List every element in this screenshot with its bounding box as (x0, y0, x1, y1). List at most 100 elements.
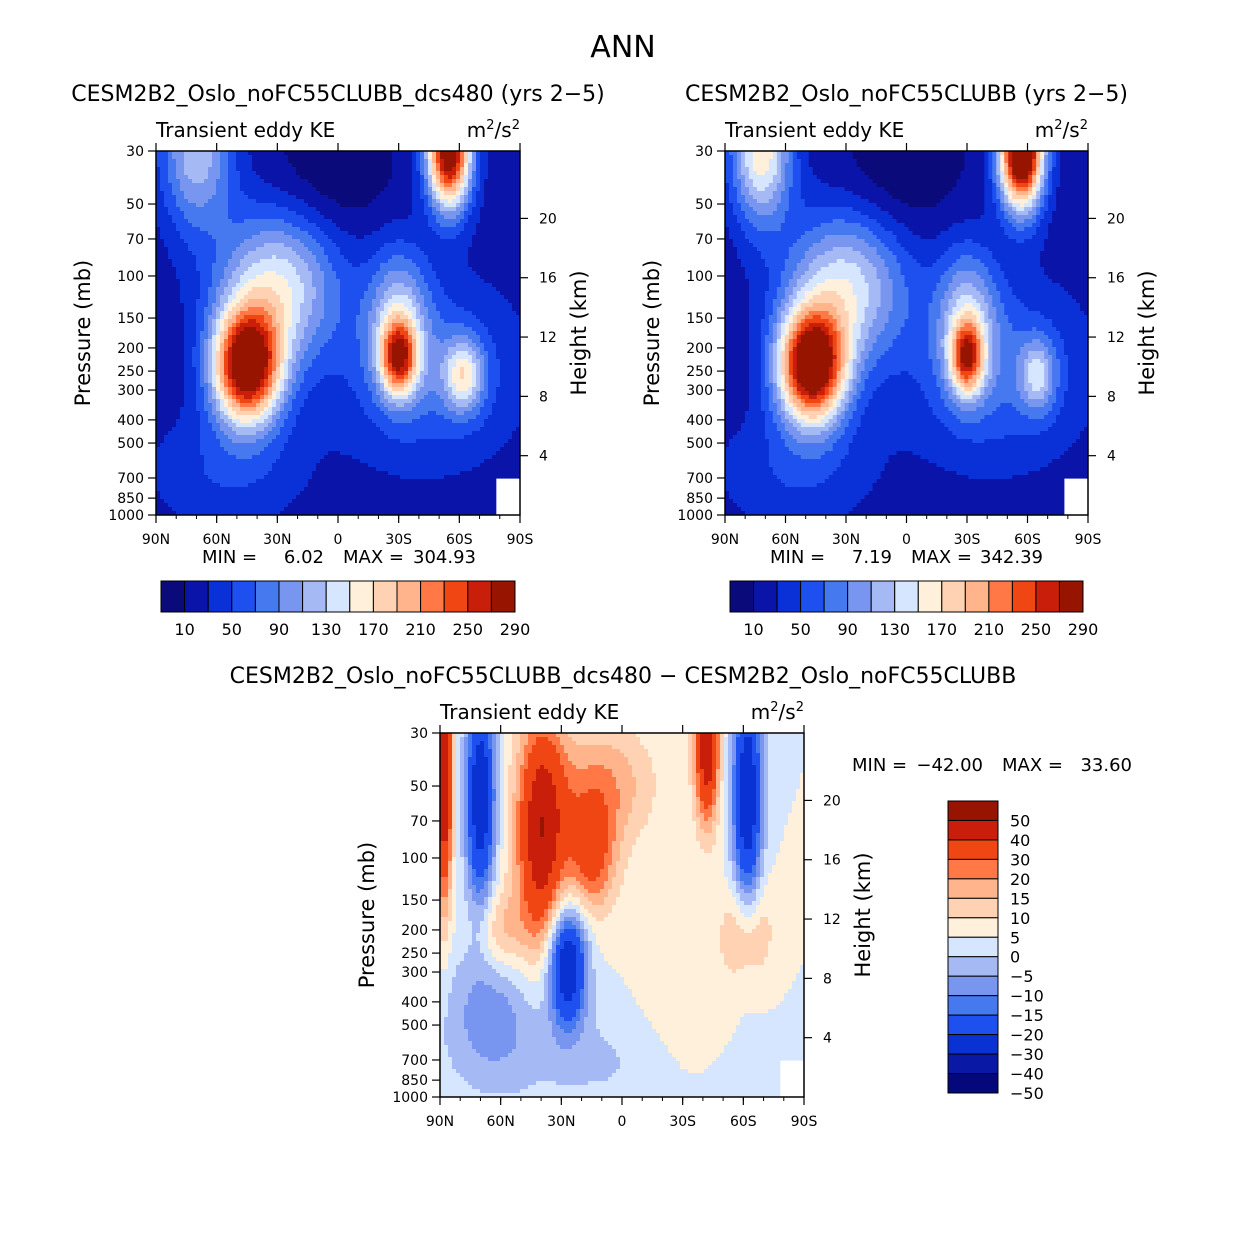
contour-cell (492, 263, 497, 268)
contour-cell (204, 299, 209, 304)
contour-cell (248, 223, 253, 228)
contour-cell (436, 299, 441, 304)
contour-cell (428, 231, 433, 236)
contour-cell (416, 299, 421, 304)
contour-cell (284, 351, 289, 356)
contour-cell (488, 283, 493, 288)
contour-cell (388, 367, 393, 372)
contour-cell (364, 151, 369, 156)
contour-cell (304, 151, 309, 156)
contour-cell (384, 267, 389, 272)
contour-cell (380, 267, 385, 272)
contour-cell (280, 155, 285, 160)
contour-cell (468, 347, 473, 352)
contour-cell (292, 355, 297, 360)
contour-cell (444, 263, 449, 268)
contour-cell (404, 179, 409, 184)
contour-cell (468, 351, 473, 356)
contour-cell (164, 199, 169, 204)
contour-cell (192, 339, 197, 344)
contour-cell (452, 179, 457, 184)
contour-cell (272, 303, 277, 308)
contour-cell (464, 367, 469, 372)
contour-cell (340, 175, 345, 180)
contour-cell (228, 247, 233, 252)
contour-cell (360, 251, 365, 256)
contour-cell (264, 219, 269, 224)
contour-cell (332, 355, 337, 360)
contour-cell (228, 351, 233, 356)
contour-cell (452, 191, 457, 196)
contour-cell (344, 311, 349, 316)
contour-cell (244, 335, 249, 340)
contour-cell (260, 291, 265, 296)
contour-cell (416, 343, 421, 348)
contour-cell (388, 347, 393, 352)
contour-cell (424, 307, 429, 312)
contour-cell (240, 187, 245, 192)
contour-cell (368, 303, 373, 308)
contour-cell (472, 275, 477, 280)
contour-cell (184, 235, 189, 240)
contour-cell (496, 335, 501, 340)
contour-cell (276, 319, 281, 324)
contour-cell (280, 183, 285, 188)
contour-cell (348, 163, 353, 168)
contour-cell (184, 367, 189, 372)
contour-cell (472, 331, 477, 336)
contour-cell (160, 211, 165, 216)
contour-cell (416, 323, 421, 328)
contour-cell (160, 311, 165, 316)
contour-cell (364, 231, 369, 236)
contour-cell (512, 347, 517, 352)
contour-cell (172, 243, 177, 248)
contour-cell (512, 343, 517, 348)
contour-cell (208, 243, 213, 248)
contour-cell (196, 227, 201, 232)
contour-cell (256, 211, 261, 216)
contour-cell (416, 195, 421, 200)
contour-cell (304, 223, 309, 228)
contour-cell (392, 315, 397, 320)
contour-cell (240, 215, 245, 220)
contour-cell (352, 219, 357, 224)
contour-cell (196, 247, 201, 252)
contour-cell (464, 351, 469, 356)
contour-cell (336, 319, 341, 324)
contour-cell (408, 167, 413, 172)
contour-cell (396, 283, 401, 288)
contour-cell (292, 207, 297, 212)
contour-cell (156, 195, 161, 200)
contour-cell (260, 343, 265, 348)
contour-cell (480, 339, 485, 344)
contour-cell (436, 191, 441, 196)
contour-cell (292, 251, 297, 256)
contour-cell (512, 303, 517, 308)
contour-cell (372, 183, 377, 188)
contour-cell (228, 191, 233, 196)
contour-cell (260, 207, 265, 212)
contour-cell (368, 299, 373, 304)
contour-cell (236, 211, 241, 216)
contour-cell (172, 363, 177, 368)
contour-cell (508, 195, 513, 200)
contour-cell (160, 159, 165, 164)
contour-cell (480, 151, 485, 156)
contour-cell (360, 179, 365, 184)
contour-cell (496, 287, 501, 292)
contour-cell (196, 259, 201, 264)
contour-cell (252, 275, 257, 280)
contour-cell (440, 359, 445, 364)
contour-cell (172, 299, 177, 304)
contour-cell (220, 367, 225, 372)
contour-cell (512, 287, 517, 292)
contour-cell (220, 363, 225, 368)
contour-cell (248, 199, 253, 204)
contour-cell (388, 155, 393, 160)
contour-cell (320, 307, 325, 312)
contour-cell (372, 251, 377, 256)
contour-cell (244, 323, 249, 328)
contour-cell (452, 227, 457, 232)
contour-cell (492, 215, 497, 220)
contour-cell (436, 183, 441, 188)
